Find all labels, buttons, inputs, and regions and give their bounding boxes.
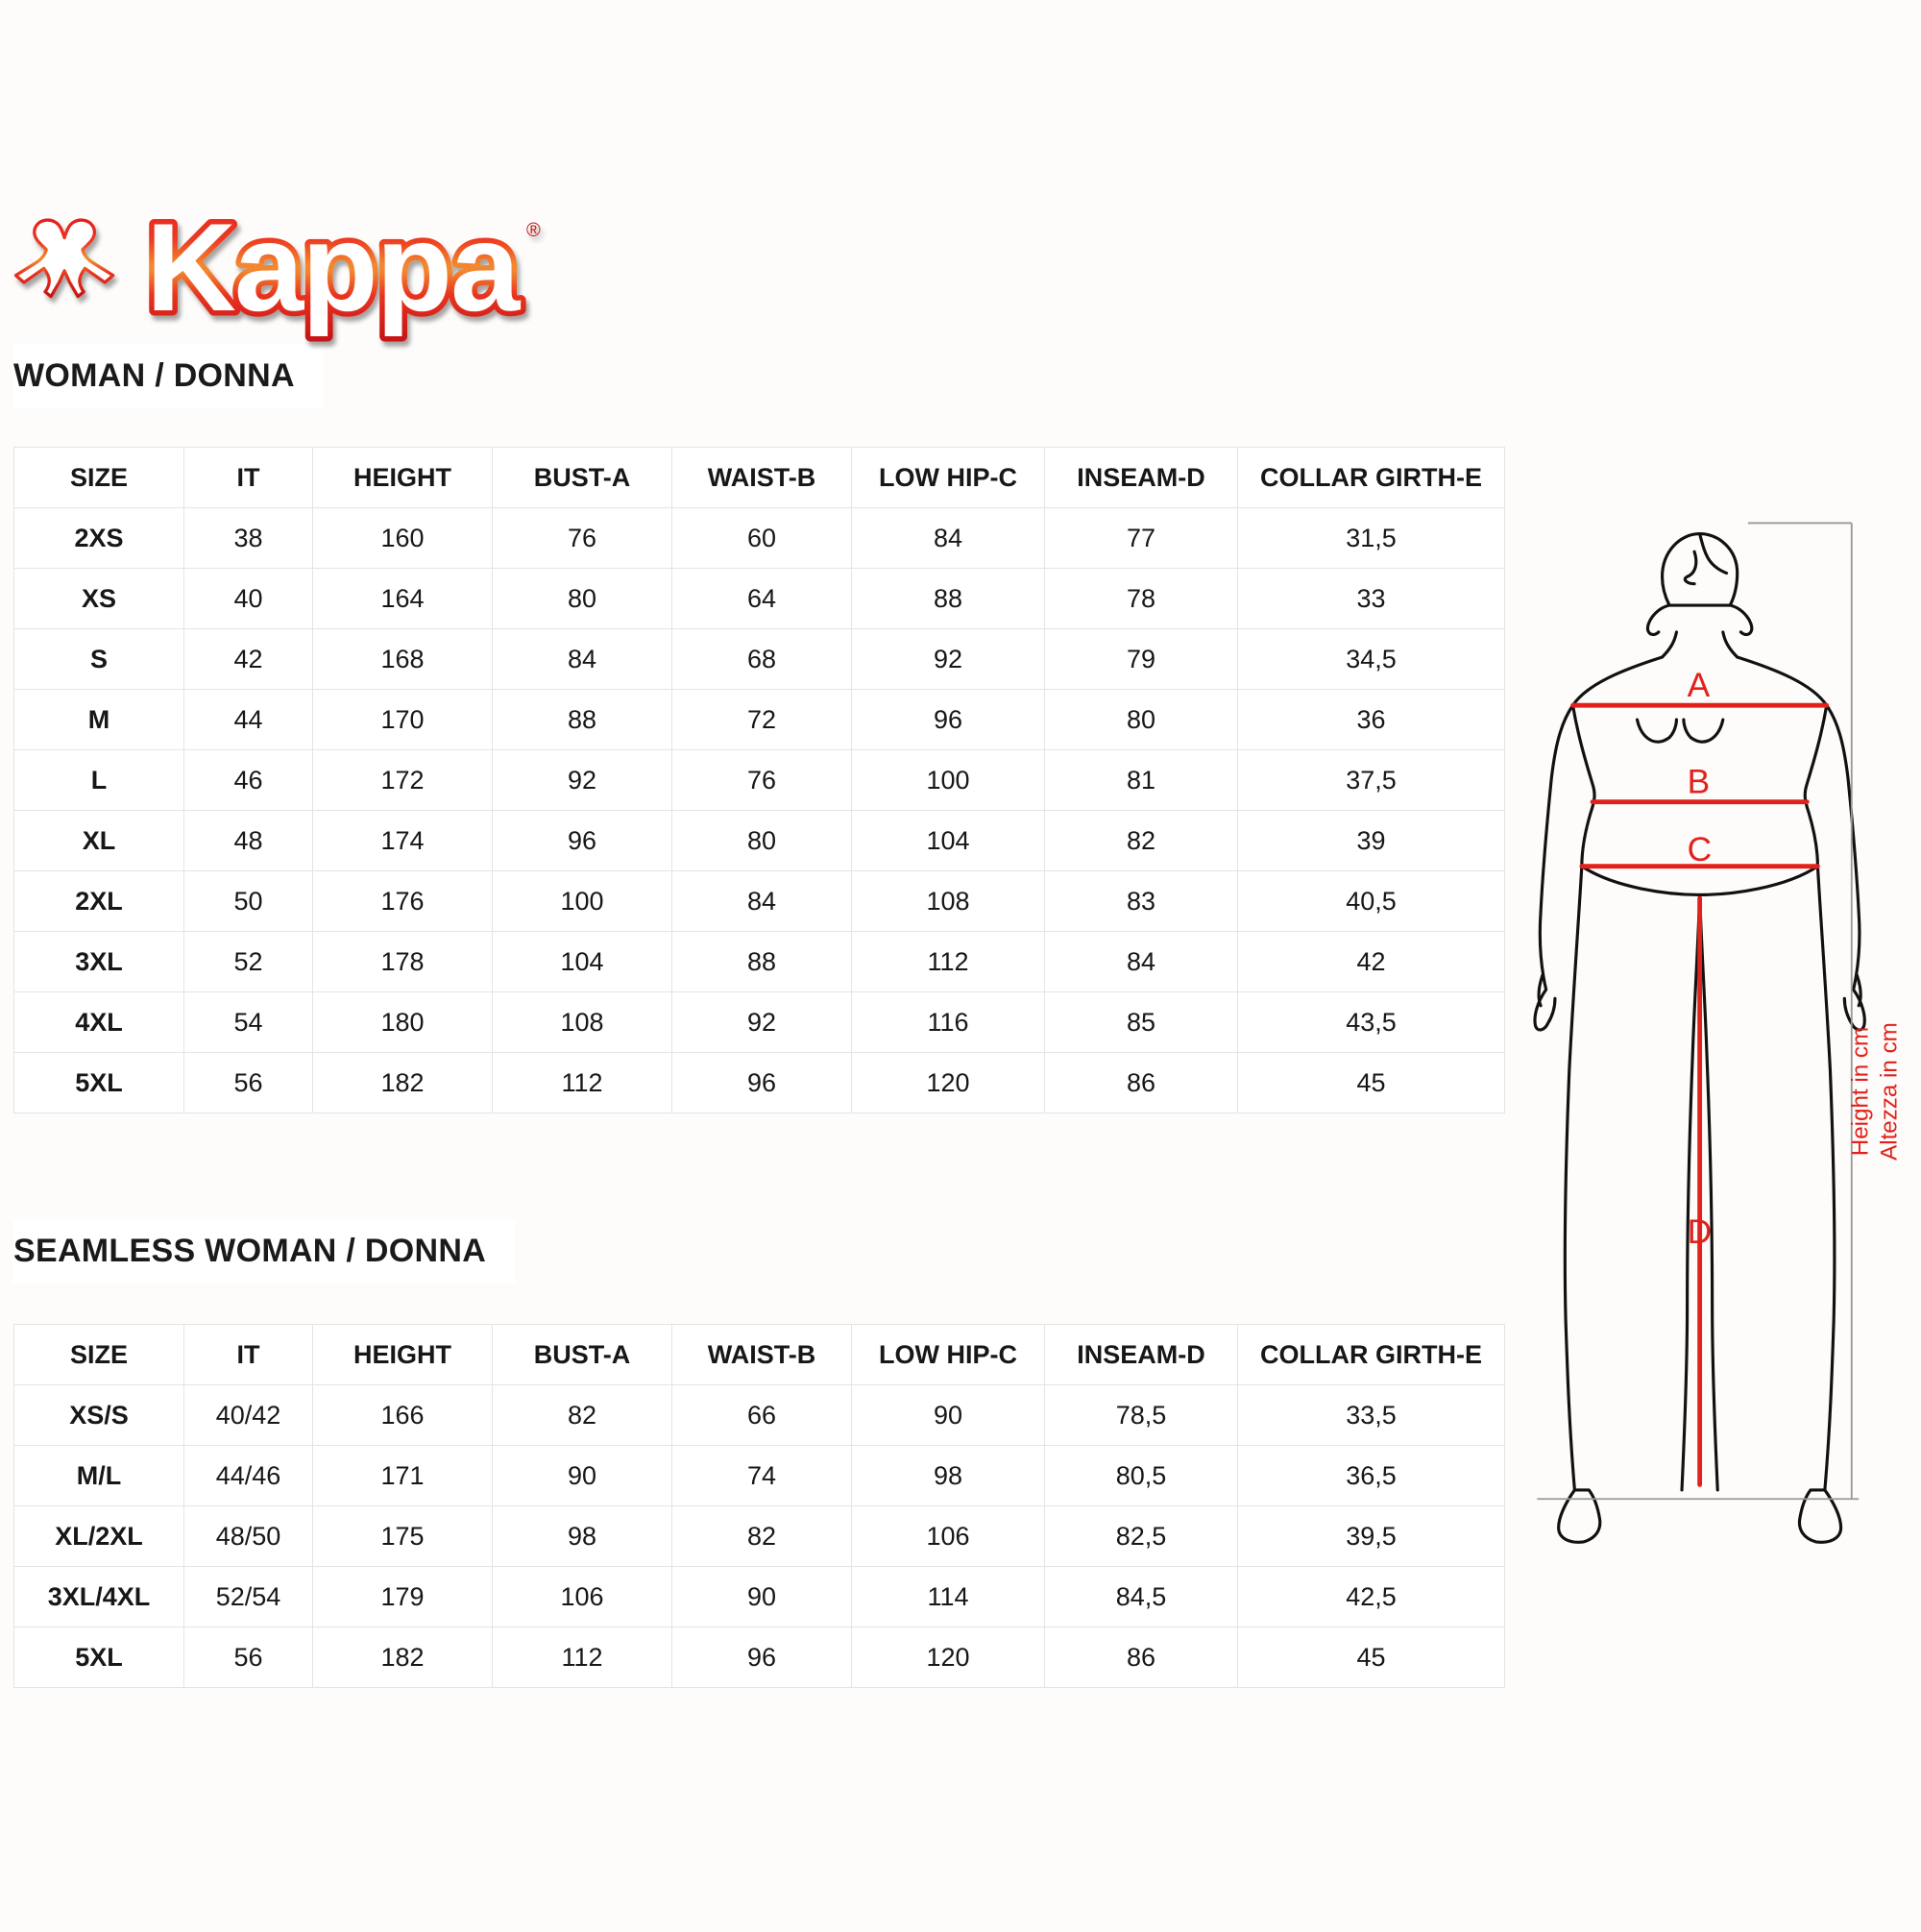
svg-text:C: C — [1688, 831, 1713, 868]
svg-text:D: D — [1688, 1213, 1713, 1251]
svg-text:®: ® — [526, 220, 541, 241]
svg-text:B: B — [1688, 763, 1711, 800]
svg-text:Altezza in cm: Altezza in cm — [1876, 1022, 1900, 1161]
svg-text:A: A — [1688, 667, 1711, 704]
svg-text:Kappa: Kappa — [146, 197, 522, 337]
svg-text:Height in cm: Height in cm — [1848, 1027, 1874, 1156]
